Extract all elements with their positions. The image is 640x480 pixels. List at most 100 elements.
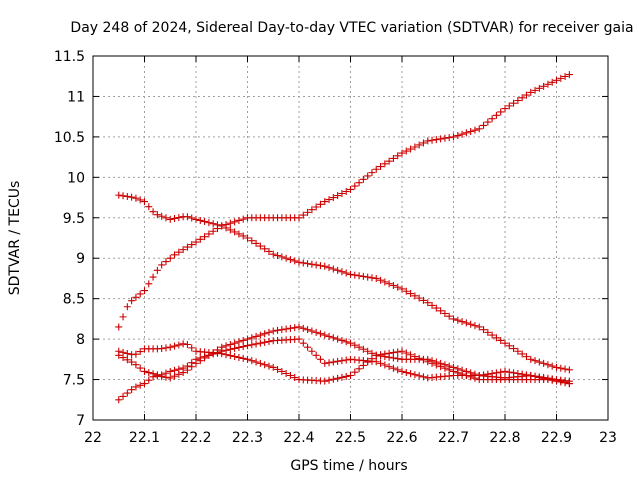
data-point-marker xyxy=(162,344,170,352)
series-satellite-2 xyxy=(115,191,573,374)
data-point-marker xyxy=(304,343,312,351)
data-point-marker xyxy=(213,349,221,357)
data-point-marker xyxy=(415,372,423,380)
data-point-marker xyxy=(248,341,256,349)
data-point-marker xyxy=(441,309,449,317)
data-point-marker xyxy=(239,232,247,240)
data-point-marker xyxy=(535,373,543,381)
data-point-marker xyxy=(132,293,140,301)
data-point-marker xyxy=(334,335,342,343)
data-point-marker xyxy=(381,361,389,369)
data-point-marker xyxy=(407,370,415,378)
data-point-marker xyxy=(123,303,131,311)
data-point-marker xyxy=(119,192,127,200)
data-point-marker xyxy=(334,266,342,274)
data-points xyxy=(115,71,573,404)
series-satellite-5 xyxy=(115,335,573,388)
data-point-marker xyxy=(389,154,397,162)
data-point-marker xyxy=(377,276,385,284)
data-point-marker xyxy=(175,248,183,256)
data-point-marker xyxy=(183,362,191,370)
data-point-marker xyxy=(295,214,303,222)
data-point-marker xyxy=(342,372,350,380)
data-point-marker xyxy=(235,230,243,238)
data-point-marker xyxy=(321,359,329,367)
data-point-marker xyxy=(141,380,148,388)
data-point-marker xyxy=(274,252,282,260)
data-point-marker xyxy=(510,345,518,353)
data-point-marker xyxy=(119,392,127,400)
data-point-marker xyxy=(368,169,376,177)
series-satellite-1 xyxy=(115,71,573,331)
data-point-marker xyxy=(462,129,470,137)
data-point-marker xyxy=(377,352,385,360)
data-point-marker xyxy=(218,347,226,355)
data-point-marker xyxy=(166,367,174,375)
data-point-marker xyxy=(222,224,230,232)
data-point-marker xyxy=(269,363,277,371)
data-point-marker xyxy=(351,182,359,190)
data-point-marker xyxy=(389,364,397,372)
data-point-marker xyxy=(136,290,144,298)
data-point-marker xyxy=(355,272,363,280)
data-point-marker xyxy=(321,198,329,206)
data-point-marker xyxy=(450,133,457,141)
x-tick-label: 22.8 xyxy=(489,430,520,446)
data-point-marker xyxy=(334,374,342,382)
data-point-marker xyxy=(316,262,324,270)
data-point-marker xyxy=(415,141,423,149)
data-point-marker xyxy=(282,254,290,262)
data-point-marker xyxy=(192,238,200,246)
data-point-marker xyxy=(166,374,174,382)
data-point-marker xyxy=(231,344,239,352)
data-point-marker xyxy=(480,121,488,129)
data-point-marker xyxy=(128,193,136,201)
data-point-marker xyxy=(132,361,140,369)
data-point-marker xyxy=(355,365,363,373)
data-point-marker xyxy=(385,353,393,361)
data-point-marker xyxy=(123,389,131,397)
data-point-marker xyxy=(505,368,513,376)
data-point-marker xyxy=(248,237,256,245)
data-point-marker xyxy=(351,368,359,376)
data-point-marker xyxy=(497,108,505,116)
data-point-marker xyxy=(492,111,500,119)
data-point-marker xyxy=(308,260,316,268)
data-point-marker xyxy=(364,273,372,281)
data-point-marker xyxy=(527,372,535,380)
data-point-marker xyxy=(235,353,243,361)
data-point-marker xyxy=(162,258,170,266)
data-point-marker xyxy=(136,364,144,372)
data-point-marker xyxy=(488,369,496,377)
data-point-marker xyxy=(179,364,187,372)
data-point-marker xyxy=(398,347,406,355)
data-point-marker xyxy=(475,125,483,133)
data-point-marker xyxy=(347,372,354,380)
data-point-marker xyxy=(312,328,320,336)
data-point-marker xyxy=(338,373,346,381)
data-point-marker xyxy=(544,375,552,383)
data-point-marker xyxy=(389,354,397,362)
data-point-marker xyxy=(256,359,264,367)
data-point-marker xyxy=(115,191,123,199)
data-point-marker xyxy=(183,213,191,221)
data-point-marker xyxy=(553,363,560,371)
data-point-marker xyxy=(462,319,470,327)
data-point-marker xyxy=(286,324,294,332)
data-point-marker xyxy=(141,367,148,375)
data-point-marker xyxy=(123,356,131,364)
data-point-marker xyxy=(364,347,372,355)
data-point-marker xyxy=(437,307,445,315)
data-point-marker xyxy=(372,358,380,366)
data-point-marker xyxy=(501,339,509,347)
data-point-marker xyxy=(424,299,432,307)
data-point-marker xyxy=(419,373,427,381)
y-tick-label: 9 xyxy=(76,251,85,267)
data-point-marker xyxy=(325,332,333,340)
data-point-marker xyxy=(484,370,492,378)
x-tick-label: 22.5 xyxy=(335,430,366,446)
data-point-marker xyxy=(501,367,509,375)
y-tick-label: 9.5 xyxy=(63,211,85,227)
x-tick-label: 22.9 xyxy=(541,430,572,446)
data-point-marker xyxy=(226,226,234,234)
